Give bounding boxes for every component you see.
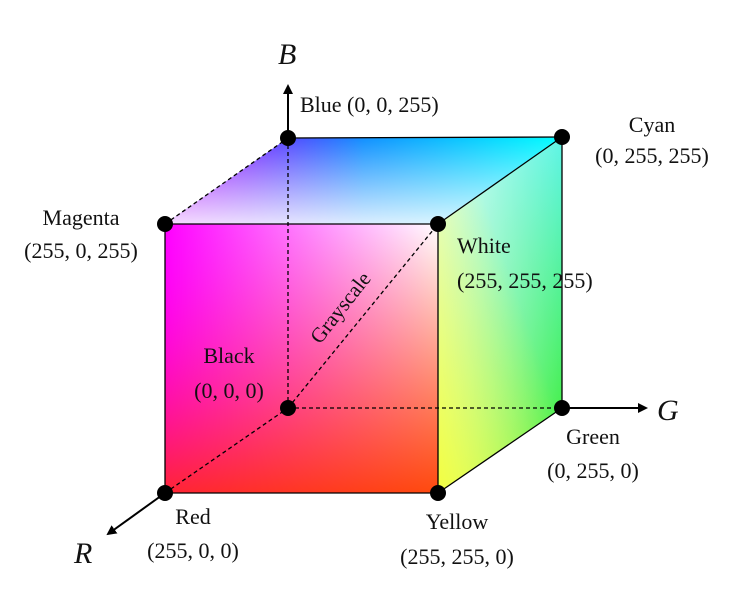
cyan-vertex-name: Cyan xyxy=(629,112,675,137)
cyan-vertex-dot xyxy=(554,129,570,145)
green-vertex-value: (0, 255, 0) xyxy=(547,458,639,483)
red-vertex-value: (255, 0, 0) xyxy=(147,538,239,563)
magenta-vertex-dot xyxy=(157,216,173,232)
cube-top-face xyxy=(165,137,562,224)
red-vertex-dot xyxy=(157,485,173,501)
blue-axis-label: B xyxy=(278,38,296,71)
yellow-vertex-dot xyxy=(430,485,446,501)
white-vertex-name: White xyxy=(457,233,511,258)
white-vertex-dot xyxy=(430,216,446,232)
cyan-vertex-value: (0, 255, 255) xyxy=(595,143,709,168)
red-vertex-name: Red xyxy=(175,504,210,529)
magenta-vertex-name: Magenta xyxy=(43,205,120,230)
magenta-vertex-value: (255, 0, 255) xyxy=(24,238,138,263)
cube-edges xyxy=(164,136,563,494)
black-vertex-name: Black xyxy=(203,343,254,368)
blue-vertex-label: Blue (0, 0, 255) xyxy=(300,92,439,117)
red-axis-arrow xyxy=(106,492,166,536)
black-vertex-value: (0, 0, 0) xyxy=(194,378,264,403)
cube-right-face xyxy=(438,137,562,493)
yellow-vertex-name: Yellow xyxy=(426,509,489,534)
grayscale-diagonal xyxy=(287,223,439,409)
blue-vertex-dot xyxy=(280,130,296,146)
white-vertex-value: (255, 255, 255) xyxy=(457,268,593,293)
vertex-dots xyxy=(157,129,570,501)
yellow-vertex-value: (255, 255, 0) xyxy=(400,544,514,569)
green-axis-label: G xyxy=(657,394,679,427)
green-vertex-name: Green xyxy=(566,424,620,449)
green-vertex-dot xyxy=(554,400,570,416)
red-axis-label: R xyxy=(73,537,92,570)
cube-front-face xyxy=(165,224,438,493)
black-vertex-dot xyxy=(280,400,296,416)
